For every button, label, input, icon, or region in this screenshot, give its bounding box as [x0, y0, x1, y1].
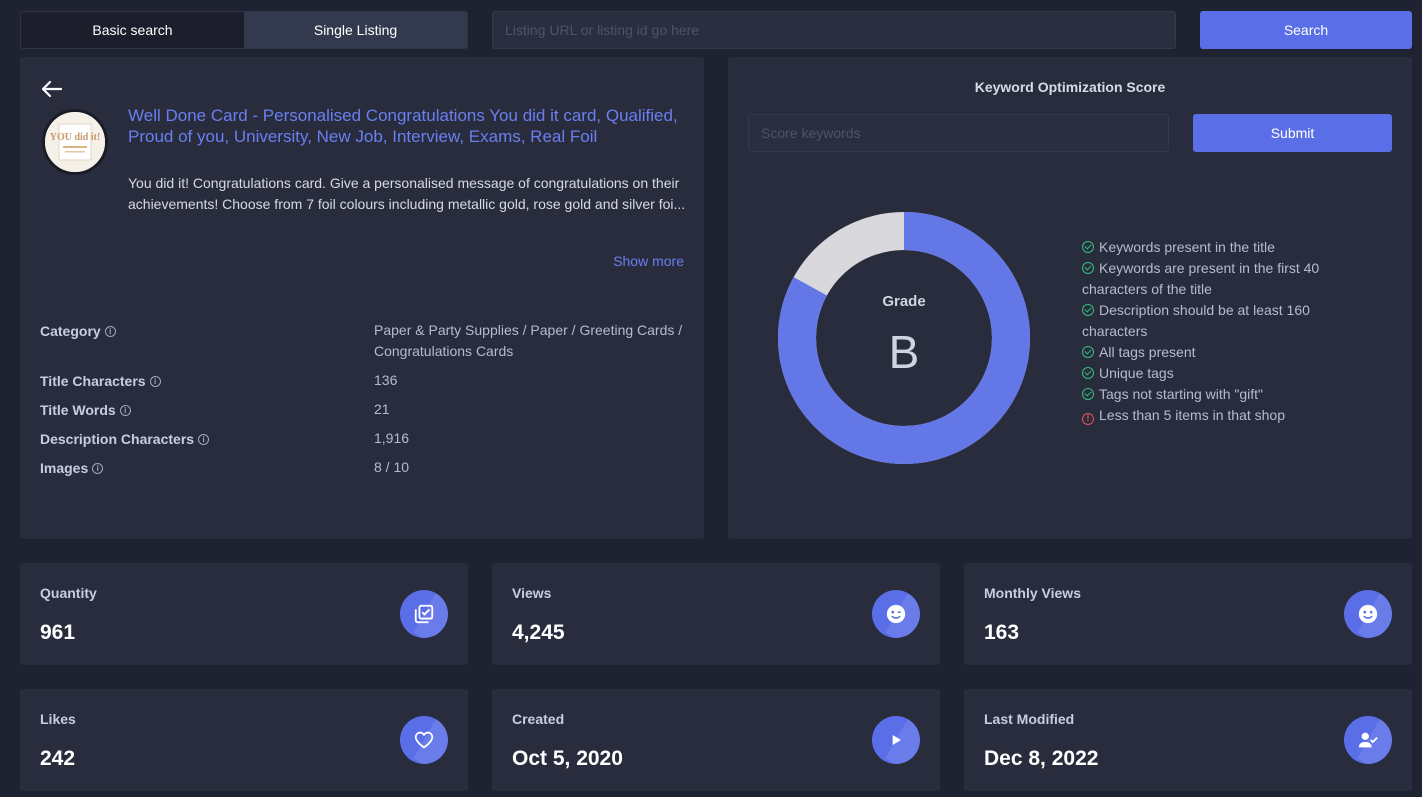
stat-value: Dec 8, 2022 — [984, 747, 1099, 770]
check-circle-icon — [1082, 241, 1094, 253]
detail-label-description-characters: Description Characters i — [40, 431, 210, 447]
stat-card-last-modified: Last Modified Dec 8, 2022 — [964, 689, 1412, 791]
stat-card-created: Created Oct 5, 2020 — [492, 689, 940, 791]
stat-label: Views — [512, 585, 552, 601]
submit-button[interactable]: Submit — [1193, 114, 1392, 152]
warning-item: ! Less than 5 items in that shop — [1082, 405, 1362, 426]
user-check-icon — [1344, 716, 1392, 764]
search-mode-tabs: Basic search Single Listing — [20, 11, 468, 49]
stat-label: Last Modified — [984, 711, 1075, 727]
stat-value: 242 — [40, 747, 76, 770]
stat-value: 961 — [40, 621, 76, 644]
grade-donut-chart — [778, 212, 1030, 464]
check-circle-icon — [1082, 388, 1094, 400]
card-image-icon: YOU did it! — [45, 112, 105, 172]
donut-score-ring — [778, 212, 1030, 464]
listing-url-input[interactable] — [492, 11, 1176, 49]
smile-wink-icon — [872, 590, 920, 638]
stat-label: Likes — [40, 711, 76, 727]
detail-value-category: Paper & Party Supplies / Paper / Greetin… — [374, 322, 683, 359]
detail-value-title-characters: 136 — [374, 372, 398, 388]
search-button[interactable]: Search — [1200, 11, 1412, 49]
checklist-icon — [400, 590, 448, 638]
stat-card-views: Views 4,245 — [492, 563, 940, 665]
optimization-checklist: Keywords present in the title Keywords a… — [1082, 237, 1362, 426]
check-circle-icon — [1082, 262, 1094, 274]
info-icon[interactable]: i — [104, 325, 116, 337]
detail-label-title-characters: Title Characters i — [40, 373, 161, 389]
detail-label-images: Images i — [40, 460, 104, 476]
heart-icon — [400, 716, 448, 764]
stat-value: 4,245 — [512, 621, 565, 644]
info-icon[interactable]: i — [149, 375, 161, 387]
stat-label: Monthly Views — [984, 585, 1081, 601]
keyword-score-title: Keyword Optimization Score — [974, 79, 1166, 95]
show-more-link[interactable]: Show more — [613, 253, 684, 269]
check-circle-icon — [1082, 304, 1094, 316]
stat-card-monthly-views: Monthly Views 163 — [964, 563, 1412, 665]
stat-label: Quantity — [40, 585, 97, 601]
grade-value: B — [888, 326, 920, 378]
smile-icon — [1344, 590, 1392, 638]
back-arrow-icon[interactable] — [40, 77, 64, 101]
check-item: Tags not starting with "gift" — [1082, 384, 1362, 405]
check-circle-icon — [1082, 346, 1094, 358]
detail-value-description-characters: 1,916 — [374, 430, 410, 446]
listing-details-panel: YOU did it! Well Done Card - Personalise… — [20, 57, 704, 539]
exclamation-circle-icon: ! — [1082, 413, 1094, 425]
stat-card-likes: Likes 242 — [20, 689, 468, 791]
detail-label-title-words: Title Words i — [40, 402, 131, 418]
listing-description: You did it! Congratulations card. Give a… — [128, 175, 686, 212]
check-item: Keywords present in the title — [1082, 237, 1362, 258]
listing-thumbnail[interactable]: YOU did it! — [42, 109, 108, 175]
keyword-score-panel: Keyword Optimization Score Submit Grade … — [728, 57, 1412, 539]
listing-title-link[interactable]: Well Done Card - Personalised Congratula… — [128, 106, 678, 146]
tab-single-listing[interactable]: Single Listing — [244, 12, 467, 48]
stat-label: Created — [512, 711, 565, 727]
info-icon[interactable]: i — [92, 462, 104, 474]
detail-value-images: 8 / 10 — [374, 459, 410, 475]
info-icon[interactable]: i — [198, 433, 210, 445]
info-icon[interactable]: i — [119, 404, 131, 416]
thumbnail-text: YOU did it! — [50, 132, 101, 143]
score-keywords-input[interactable] — [748, 114, 1169, 152]
tab-basic-search[interactable]: Basic search — [21, 12, 244, 48]
stat-value: Oct 5, 2020 — [512, 747, 623, 770]
check-item: Description should be at least 160 chara… — [1082, 302, 1310, 339]
stat-value: 163 — [984, 621, 1020, 644]
check-item: Keywords are present in the first 40 cha… — [1082, 260, 1320, 297]
play-icon — [872, 716, 920, 764]
detail-label-category: Category i — [40, 323, 116, 339]
check-item: All tags present — [1082, 342, 1362, 363]
stat-card-quantity: Quantity 961 — [20, 563, 468, 665]
check-circle-icon — [1082, 367, 1094, 379]
check-item: Unique tags — [1082, 363, 1362, 384]
grade-label: Grade — [882, 293, 926, 310]
detail-value-title-words: 21 — [374, 401, 390, 417]
